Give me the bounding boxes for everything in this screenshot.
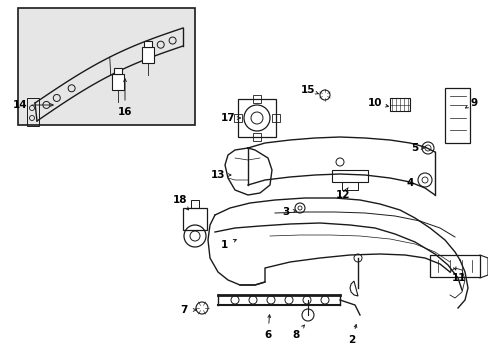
Bar — [112, 74, 124, 90]
Bar — [238, 99, 275, 137]
Text: 10: 10 — [367, 98, 382, 108]
Bar — [252, 133, 261, 141]
Text: 17: 17 — [220, 113, 235, 123]
Bar — [444, 88, 469, 143]
Text: 9: 9 — [469, 98, 477, 108]
Text: 12: 12 — [335, 190, 349, 200]
Text: 16: 16 — [118, 107, 132, 117]
Text: 11: 11 — [451, 273, 465, 283]
Text: 3: 3 — [282, 207, 289, 217]
Bar — [114, 68, 122, 74]
Text: 4: 4 — [406, 178, 413, 188]
Text: 1: 1 — [220, 240, 227, 250]
Bar — [389, 98, 409, 111]
Bar — [191, 200, 199, 208]
Bar — [252, 95, 261, 103]
Text: 18: 18 — [172, 195, 187, 205]
Text: 8: 8 — [292, 330, 299, 340]
Text: 15: 15 — [300, 85, 315, 95]
Bar — [143, 41, 152, 47]
Text: 14: 14 — [13, 100, 27, 110]
Bar — [271, 114, 280, 122]
Text: 5: 5 — [410, 143, 418, 153]
Bar — [27, 98, 39, 126]
Bar — [142, 47, 154, 63]
Bar — [234, 114, 242, 122]
Text: 7: 7 — [180, 305, 187, 315]
Text: 13: 13 — [210, 170, 225, 180]
Bar — [331, 170, 367, 182]
Text: 6: 6 — [264, 330, 271, 340]
Text: 2: 2 — [347, 335, 355, 345]
Bar — [183, 208, 206, 230]
Bar — [18, 8, 195, 125]
Bar — [429, 255, 479, 277]
